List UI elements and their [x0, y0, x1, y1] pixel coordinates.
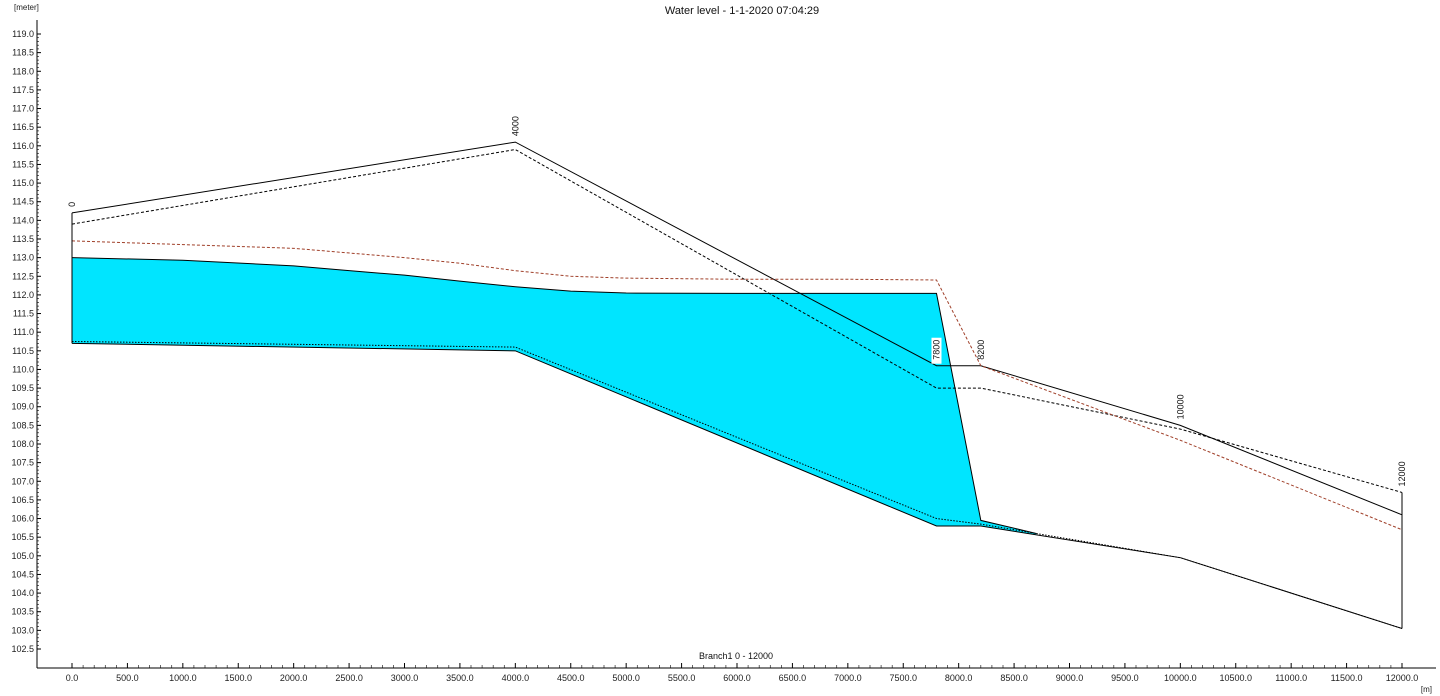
y-tick-label: 115.5 [12, 159, 34, 169]
y-tick-label: 105.5 [11, 532, 34, 542]
y-tick-label: 114.5 [12, 197, 34, 207]
water-fill [72, 257, 1037, 535]
x-tick-label: 10000.0 [1164, 673, 1197, 683]
x-tick-label: 6000.0 [723, 673, 751, 683]
branch-label: Branch1 0 - 12000 [699, 651, 773, 661]
y-tick-label: 106.5 [11, 495, 34, 505]
y-tick-label: 102.5 [11, 644, 34, 654]
axes: 0 4000 7800 8200 10000 12000 102.5 103.0 103.5 10… [11, 29, 1418, 683]
y-tick-label: 103.0 [11, 625, 34, 635]
y-tick-label: 106.0 [11, 514, 34, 524]
plot-area [71, 141, 1403, 629]
x-tick-label: 8000.0 [945, 673, 973, 683]
x-axis-unit: [m] [1421, 685, 1432, 694]
y-tick-label: 114.0 [12, 215, 34, 225]
x-tick-label: 7000.0 [834, 673, 862, 683]
x-tick-label: 7500.0 [889, 673, 917, 683]
x-tick-label: 3000.0 [391, 673, 419, 683]
x-tick-label: 4000.0 [502, 673, 530, 683]
y-tick-label: 112.5 [12, 271, 34, 281]
x-tick-label: 2500.0 [335, 673, 363, 683]
node-label-0: 0 [67, 202, 77, 207]
x-tick-label: 500.0 [116, 673, 139, 683]
y-tick-label: 115.0 [12, 178, 34, 188]
series-bed-level-dotted [71, 341, 1403, 629]
y-tick-label: 108.0 [11, 439, 34, 449]
x-tick-label: 9500.0 [1111, 673, 1139, 683]
y-tick-label: 113.0 [12, 253, 34, 263]
y-tick-label: 104.5 [11, 569, 34, 579]
y-tick-label: 109.0 [11, 402, 34, 412]
node-label-bg-7800 [931, 337, 942, 364]
x-tick-label: 3500.0 [446, 673, 474, 683]
y-tick-label: 111.5 [13, 309, 34, 319]
x-tick-label: 5500.0 [668, 673, 696, 683]
y-tick-label: 110.0 [12, 364, 34, 374]
x-tick-label: 1500.0 [224, 673, 252, 683]
y-tick-label: 117.5 [12, 85, 34, 95]
y-tick-label: 118.5 [12, 48, 34, 58]
x-tick-label: 6500.0 [779, 673, 807, 683]
y-tick-label: 104.0 [11, 588, 34, 598]
y-tick-label: 107.5 [11, 458, 34, 468]
y-tick-label: 116.5 [12, 122, 34, 132]
x-tick-label: 1000.0 [169, 673, 197, 683]
y-axis-unit: [meter] [14, 3, 39, 12]
x-tick-label: 4500.0 [557, 673, 585, 683]
x-tick-label: 2000.0 [280, 673, 308, 683]
y-tick-label: 119.0 [12, 29, 34, 39]
y-tick-label: 113.5 [12, 234, 34, 244]
y-tick-label: 105.0 [11, 551, 34, 561]
x-tick-label: 11000.0 [1275, 673, 1307, 683]
y-tick-label: 108.5 [11, 420, 34, 430]
y-tick-label: 103.5 [11, 607, 34, 617]
series-max-water-level [71, 240, 1403, 531]
x-tick-label: 9000.0 [1056, 673, 1084, 683]
y-tick-label: 107.0 [11, 476, 34, 486]
x-tick-label: 8500.0 [1000, 673, 1028, 683]
series-bank-inner [71, 149, 1403, 493]
y-tick-label: 109.5 [11, 383, 34, 393]
node-label-8200: 8200 [976, 340, 986, 360]
y-tick-label: 116.0 [12, 141, 34, 151]
x-tick-label: 0.0 [66, 673, 79, 683]
series-bed-level [71, 342, 1403, 629]
x-tick-label: 5000.0 [612, 673, 640, 683]
x-tick-label: 11500.0 [1331, 673, 1363, 683]
y-tick-label: 111.0 [13, 327, 34, 337]
node-label-4000: 4000 [510, 116, 520, 136]
y-tick-label: 117.0 [12, 104, 34, 114]
node-label-7800: 7800 [932, 340, 942, 360]
node-label-12000: 12000 [1397, 461, 1407, 486]
x-tick-label: 12000.0 [1386, 673, 1419, 683]
chart-title: Water level - 1-1-2020 07:04:29 [665, 5, 819, 17]
series-water-level [71, 257, 1037, 534]
y-tick-label: 118.0 [12, 66, 34, 76]
node-label-10000: 10000 [1175, 394, 1185, 419]
series-bank-top [71, 141, 1403, 516]
y-tick-label: 112.0 [12, 290, 34, 300]
x-tick-label: 10500.0 [1219, 673, 1252, 683]
y-tick-label: 110.5 [12, 346, 34, 356]
